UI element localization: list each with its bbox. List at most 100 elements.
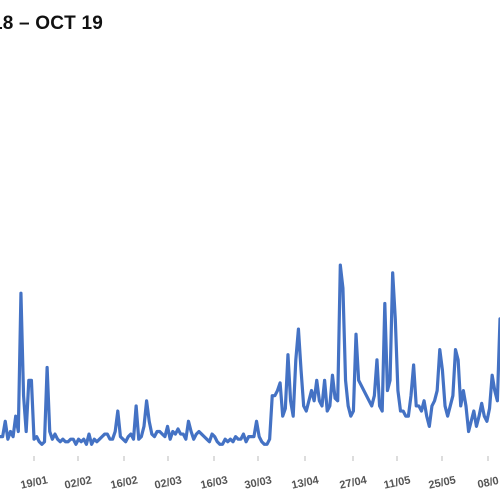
data-point xyxy=(250,435,253,438)
data-point xyxy=(203,435,206,438)
x-tick-label: 30/03 xyxy=(243,474,272,491)
data-point xyxy=(93,438,96,441)
data-point xyxy=(271,394,274,397)
data-point xyxy=(475,425,478,428)
data-point xyxy=(268,438,271,441)
data-point xyxy=(53,433,56,436)
data-point xyxy=(336,399,339,402)
data-point xyxy=(30,379,33,382)
data-point xyxy=(221,443,224,446)
data-point xyxy=(362,389,365,392)
x-axis-ticks: 19/01 02/02 16/02 02/03 16/03 30/03 13/04 27/04… xyxy=(19,456,500,492)
data-point xyxy=(365,394,368,397)
data-point xyxy=(156,430,159,433)
data-point xyxy=(237,438,240,441)
data-point xyxy=(205,438,208,441)
data-point xyxy=(302,404,305,407)
data-point xyxy=(56,438,59,441)
data-point xyxy=(383,302,386,305)
data-point xyxy=(352,410,355,413)
data-point xyxy=(245,440,248,443)
data-point xyxy=(216,440,219,443)
data-point xyxy=(208,440,211,443)
x-tick-label: 16/03 xyxy=(199,474,228,491)
series-points xyxy=(0,264,500,446)
data-point xyxy=(294,358,297,361)
data-point xyxy=(428,425,431,428)
data-point xyxy=(328,404,331,407)
data-point xyxy=(433,399,436,402)
data-point xyxy=(108,438,111,441)
data-point xyxy=(399,410,402,413)
data-point xyxy=(61,438,64,441)
data-point xyxy=(326,410,329,413)
data-point xyxy=(459,404,462,407)
data-point xyxy=(412,363,415,366)
data-point xyxy=(182,433,185,436)
data-point xyxy=(1,435,4,438)
data-point xyxy=(381,410,384,413)
data-point xyxy=(341,287,344,290)
data-point xyxy=(289,399,292,402)
data-point xyxy=(82,438,85,441)
data-point xyxy=(197,430,200,433)
data-point xyxy=(150,433,153,436)
data-point xyxy=(119,435,122,438)
data-point xyxy=(9,430,12,433)
data-point xyxy=(310,389,313,392)
data-point xyxy=(370,404,373,407)
data-point xyxy=(69,438,72,441)
data-point xyxy=(226,440,229,443)
data-point xyxy=(239,438,242,441)
data-point xyxy=(404,415,407,418)
data-point xyxy=(307,399,310,402)
series-line xyxy=(0,263,500,446)
data-point xyxy=(195,433,198,436)
data-point xyxy=(334,397,337,400)
data-point xyxy=(106,433,109,436)
data-point xyxy=(478,415,481,418)
x-tick-label: 11/05 xyxy=(383,474,412,491)
data-point xyxy=(27,379,30,382)
data-point xyxy=(145,399,148,402)
data-point xyxy=(122,438,125,441)
data-point xyxy=(462,389,465,392)
data-point xyxy=(140,435,143,438)
data-point xyxy=(420,410,423,413)
data-point xyxy=(485,420,488,423)
data-point xyxy=(286,353,289,356)
data-point xyxy=(33,438,36,441)
data-point xyxy=(169,438,172,441)
data-point xyxy=(273,394,276,397)
x-tick-label: 16/02 xyxy=(109,474,138,491)
data-point xyxy=(436,389,439,392)
data-point xyxy=(90,443,93,446)
data-point xyxy=(402,410,405,413)
data-point xyxy=(116,410,119,413)
chart-title: 18 – OCT 19 xyxy=(0,13,103,34)
x-tick-label: 02/02 xyxy=(63,474,92,491)
data-point xyxy=(493,389,496,392)
data-point xyxy=(38,440,41,443)
data-point xyxy=(396,389,399,392)
data-point xyxy=(266,443,269,446)
data-point xyxy=(258,435,261,438)
data-point xyxy=(394,317,397,320)
x-tick-label: 27/04 xyxy=(338,474,368,492)
data-point xyxy=(19,292,22,295)
data-point xyxy=(74,443,77,446)
data-point xyxy=(470,420,473,423)
data-point xyxy=(449,404,452,407)
data-point xyxy=(279,381,282,384)
data-point xyxy=(464,404,467,407)
data-point xyxy=(378,404,381,407)
data-point xyxy=(231,440,234,443)
data-point xyxy=(263,443,266,446)
data-point xyxy=(166,425,169,428)
data-point xyxy=(480,402,483,405)
data-point xyxy=(6,438,9,441)
data-point xyxy=(284,407,287,410)
data-point xyxy=(88,433,91,436)
data-point xyxy=(4,420,7,423)
